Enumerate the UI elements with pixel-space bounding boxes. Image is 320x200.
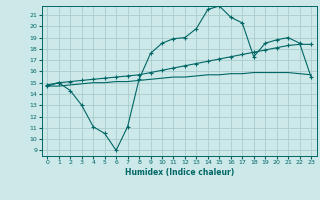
X-axis label: Humidex (Indice chaleur): Humidex (Indice chaleur)	[124, 168, 234, 177]
